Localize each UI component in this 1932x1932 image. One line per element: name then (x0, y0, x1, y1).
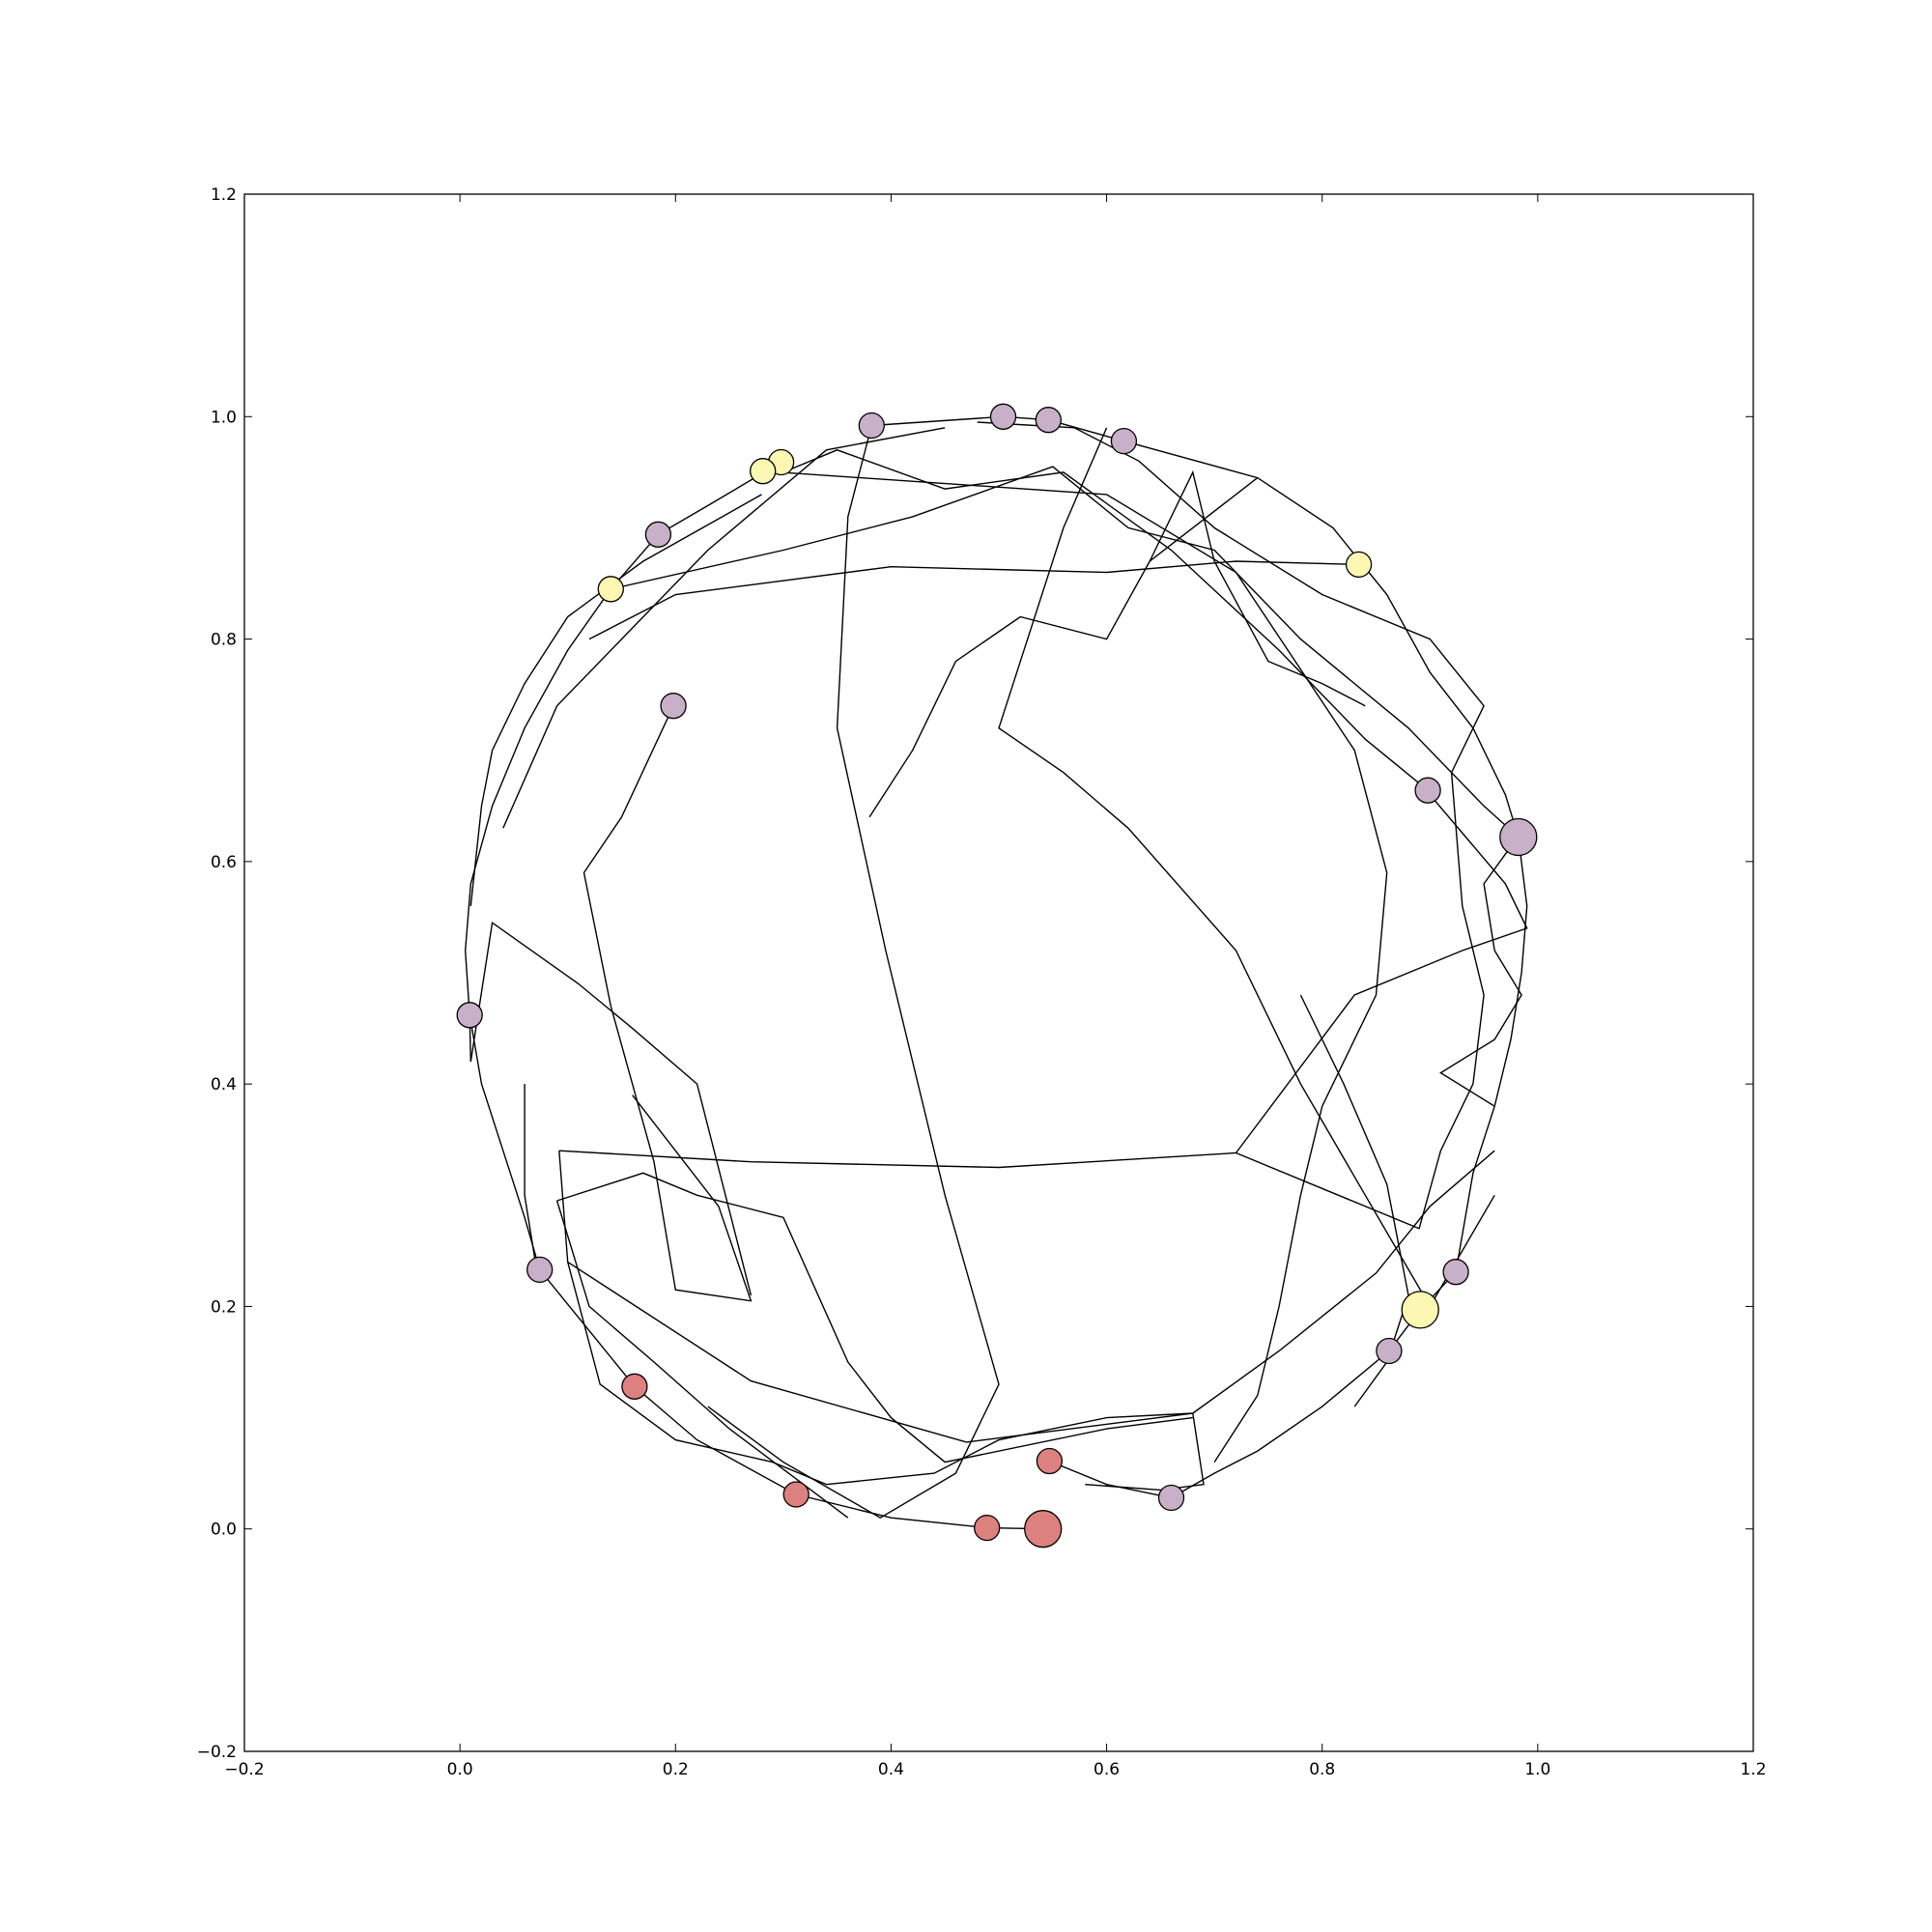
edge-path (567, 1261, 1205, 1492)
node-point (597, 576, 624, 603)
node-point (1376, 1337, 1403, 1365)
edge-path (558, 1150, 1495, 1486)
edge-path (762, 470, 1388, 1463)
edge-path (558, 794, 1528, 1169)
node-point (1036, 1447, 1064, 1475)
edge-path (469, 494, 762, 906)
plot-area-border (243, 193, 1754, 1752)
x-tick-label: 0.6 (1094, 1760, 1120, 1779)
edge-path (464, 461, 1043, 1530)
y-tick-label: 1.0 (211, 408, 237, 427)
edge-path (556, 1172, 1193, 1463)
x-tick-label: −0.2 (224, 1760, 264, 1779)
edge-path (582, 705, 753, 1302)
y-tick-label: 1.2 (211, 185, 237, 205)
edge-path (782, 449, 1429, 791)
edge-path (611, 466, 1520, 838)
node-point (644, 521, 672, 548)
edge-path (871, 415, 1528, 1499)
y-tick-label: −0.2 (197, 1743, 237, 1762)
y-tick-label: 0.0 (211, 1520, 237, 1540)
edge-path (469, 921, 753, 1296)
node-point (782, 1481, 810, 1508)
node-point (989, 403, 1017, 430)
node-point (1024, 1510, 1063, 1548)
nodes-layer (456, 403, 1538, 1548)
edge-path (588, 560, 1359, 640)
node-point (1035, 407, 1062, 434)
edge-path (1299, 994, 1409, 1407)
y-tick-label: 0.4 (211, 1075, 237, 1094)
node-point (1442, 1259, 1469, 1286)
node-point (1401, 1291, 1439, 1329)
edge-path (707, 425, 1000, 1520)
node-point (621, 1373, 648, 1400)
edge-path (977, 421, 1485, 1230)
x-tick-label: 0.2 (663, 1760, 689, 1779)
node-point (750, 458, 777, 485)
node-point (456, 1002, 483, 1029)
axes-frame (243, 193, 1754, 1752)
y-axis-ticks: −0.2 0.0 0.2 0.4 0.6 0.8 1.0 1.2 (197, 185, 1753, 1762)
node-point (1499, 817, 1538, 857)
node-point (974, 1514, 1001, 1542)
node-point (1157, 1484, 1185, 1512)
x-tick-label: 0.4 (878, 1760, 904, 1779)
node-point (526, 1256, 554, 1284)
node-point (1110, 427, 1138, 455)
edge-path (998, 427, 1495, 1308)
edge-path (524, 1084, 536, 1263)
node-point (858, 412, 885, 440)
node-point (1414, 777, 1441, 804)
node-point (1345, 551, 1373, 579)
edge-path (555, 1200, 849, 1519)
x-tick-label: 1.2 (1740, 1760, 1766, 1779)
node-point (660, 693, 687, 720)
edges-layer (464, 415, 1528, 1530)
x-tick-label: 0.0 (447, 1760, 473, 1779)
edge-path (1149, 469, 1366, 707)
x-tick-label: 0.8 (1309, 1760, 1335, 1779)
edge-path (1439, 838, 1522, 1107)
y-tick-label: 0.8 (211, 631, 237, 650)
x-tick-label: 1.0 (1524, 1760, 1550, 1779)
edge-path (502, 427, 946, 829)
y-tick-label: 0.6 (211, 853, 237, 872)
y-tick-label: 0.2 (211, 1297, 237, 1317)
x-axis-ticks: −0.2 0.0 0.2 0.4 0.6 0.8 1.0 1.2 (224, 194, 1767, 1779)
